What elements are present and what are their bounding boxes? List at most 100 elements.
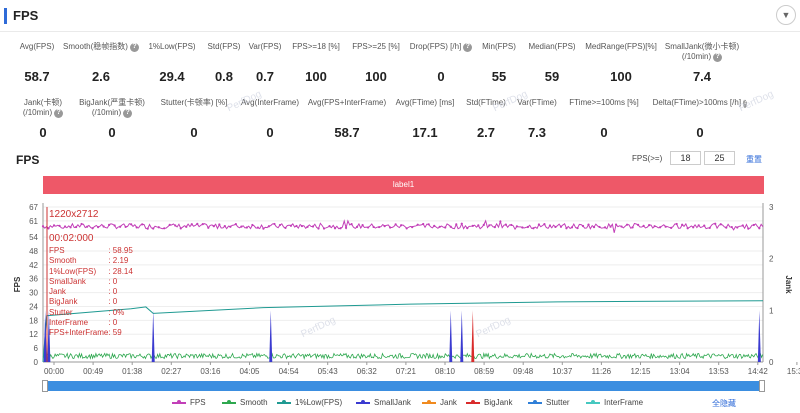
legend-label: 1%Low(FPS) <box>295 398 343 407</box>
legend-item[interactable]: Jank <box>422 398 457 407</box>
fps-series-point <box>295 224 298 228</box>
fps-series-point <box>367 226 370 229</box>
metric-value: 7.3 <box>527 125 547 140</box>
x-tick-label: 04:54 <box>279 367 300 376</box>
metric: Avg(FTime) [ms] 17.1 <box>380 98 470 140</box>
help-icon[interactable]: ? <box>129 42 139 52</box>
tooltip-row: FPS+InterFrame: 59 <box>49 328 133 338</box>
fps-series-point <box>581 224 585 228</box>
y-tick-label: 61 <box>29 217 38 226</box>
fps-series-point <box>394 223 397 226</box>
slider-handle-right[interactable] <box>759 380 765 392</box>
y-tick-label: 54 <box>29 233 38 242</box>
fps-series-point <box>355 225 359 228</box>
tooltip-row: Jank: 0 <box>49 287 133 297</box>
x-tick-label: 02:27 <box>161 367 182 376</box>
fps-series-point <box>174 224 177 227</box>
tooltip-row: InterFrame: 0 <box>49 318 133 328</box>
fps-series-point <box>510 223 513 227</box>
fps-series-point <box>262 227 265 230</box>
fps-series-point <box>758 227 761 230</box>
y-tick-label: 6 <box>34 344 39 353</box>
metric-value: 58.7 <box>334 125 360 140</box>
time-range-slider[interactable] <box>42 380 765 392</box>
tooltip-value: : 0 <box>108 297 118 307</box>
fps-series-point <box>185 225 188 228</box>
help-icon[interactable]: ? <box>54 108 64 118</box>
metric: FPS>=18 [%] 100 <box>271 42 361 84</box>
metric: Drop(FPS) [/h]? 0 <box>396 42 486 84</box>
metric-value: 0.8 <box>214 69 234 84</box>
fps-series-point <box>207 226 210 229</box>
fps-series-point <box>289 224 293 227</box>
x-tick-label: 15:31 <box>787 367 800 376</box>
x-tick-label: 04:05 <box>239 367 260 376</box>
legend-label: BigJank <box>484 398 513 407</box>
fps-series-point <box>361 224 364 227</box>
y-tick-label: 36 <box>29 275 38 284</box>
fps-series-point <box>642 224 645 227</box>
tooltip-value: : 28.14 <box>108 266 133 276</box>
fps-series-point <box>499 220 502 223</box>
metric-value: 2.7 <box>476 125 496 140</box>
legend-item[interactable]: InterFrame <box>586 398 643 407</box>
metric-value: 0.7 <box>255 69 275 84</box>
legend-swatch-icon <box>528 399 542 404</box>
threshold-input-1[interactable]: 18 <box>670 151 701 165</box>
metric-value: 0 <box>437 69 445 84</box>
help-icon[interactable]: ? <box>123 108 133 118</box>
label-band[interactable]: label1 <box>43 176 764 194</box>
tooltip-value: : 0 <box>108 287 118 297</box>
fps-series-point <box>648 224 651 227</box>
fps-series-point <box>736 226 739 229</box>
metric-label: BigJank(严重卡顿) <box>79 98 145 107</box>
legend-item[interactable]: SmallJank <box>356 398 411 407</box>
legend-item[interactable]: 1%Low(FPS) <box>277 398 342 407</box>
metric-label: Delta(FTime)>100ms [/h]? <box>652 98 748 108</box>
smalljank-spike <box>151 310 155 362</box>
y-tick-label: 48 <box>29 247 38 256</box>
help-icon[interactable]: ? <box>463 42 473 52</box>
y2-tick-label: 2 <box>769 255 774 264</box>
metric: Avg(FPS) 58.7 <box>0 42 82 84</box>
help-icon[interactable]: ? <box>713 52 723 62</box>
tooltip-key: FPS <box>49 246 65 255</box>
fps-series-point <box>433 224 436 227</box>
fps-series-point <box>400 224 403 227</box>
metric: Min(FPS) 55 <box>454 42 544 84</box>
legend-item[interactable]: Stutter <box>528 398 570 407</box>
metric-label: Jank(卡顿) <box>23 98 63 107</box>
y2-tick-label: 3 <box>769 203 774 212</box>
fps-series-point <box>97 225 100 229</box>
threshold-input-2[interactable]: 25 <box>704 151 735 165</box>
x-tick-label: 05:43 <box>318 367 339 376</box>
legend-item[interactable]: Smooth <box>222 398 268 407</box>
legend-item[interactable]: BigJank <box>466 398 512 407</box>
reset-button[interactable]: 重置 <box>746 155 762 164</box>
tooltip-value: : 0% <box>108 307 125 317</box>
fps-series-point <box>603 226 607 229</box>
tooltip-value: : 0 <box>108 318 118 328</box>
help-icon[interactable]: ? <box>743 98 748 108</box>
metric-label: MedRange(FPS)[%] <box>585 42 657 51</box>
slider-handle-left[interactable] <box>42 380 48 392</box>
metric-value: 0 <box>600 125 608 140</box>
legend-label: FPS <box>190 398 206 407</box>
low1pct-series-line <box>42 300 764 363</box>
hide-all-button[interactable]: 全隐藏 <box>712 399 736 408</box>
metric-value: 0 <box>266 125 274 140</box>
metric: BigJank(严重卡顿) (/10min)? 0 <box>67 98 157 140</box>
metric: Median(FPS) 59 <box>507 42 597 84</box>
chevron-down-icon[interactable]: ▼ <box>776 5 796 25</box>
fps-series-point <box>422 222 425 226</box>
fps-series-point <box>543 223 546 226</box>
tooltip-row: BigJank : 0 <box>49 297 133 307</box>
tooltip-key: BigJank <box>49 297 78 307</box>
legend-swatch-icon <box>222 399 236 404</box>
fps-series-point <box>598 225 601 229</box>
metric: Smooth(稳帧指数)? 2.6 <box>56 42 146 84</box>
legend-item[interactable]: FPS <box>172 398 206 407</box>
metric-value: 100 <box>365 69 387 84</box>
x-tick-label: 03:16 <box>200 367 221 376</box>
